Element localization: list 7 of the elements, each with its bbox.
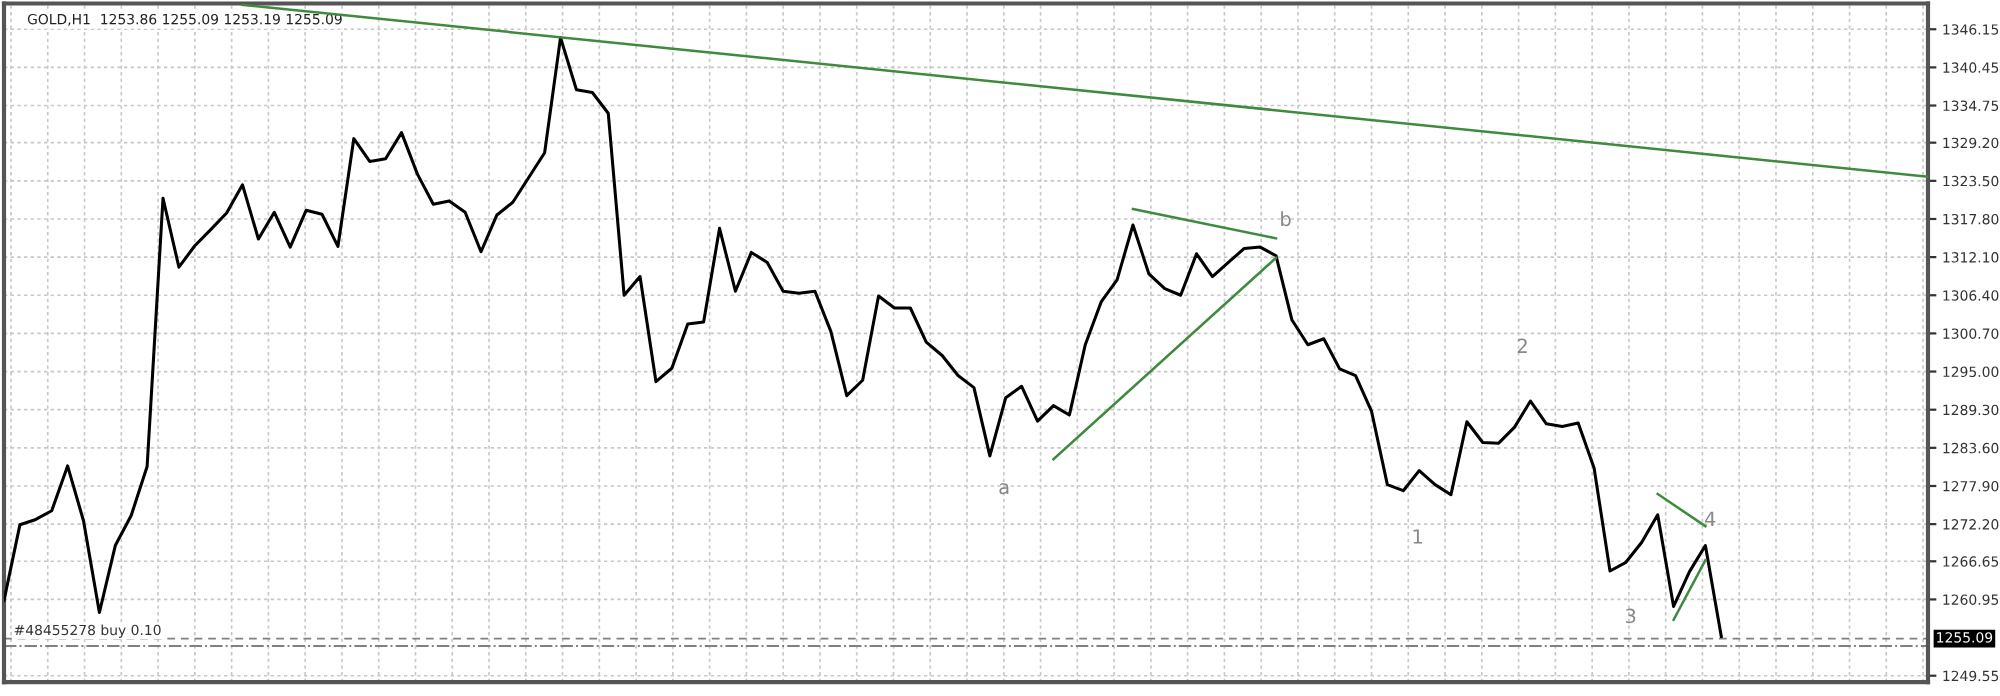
annotation: 4 [1704, 511, 1716, 526]
annotation: 2 [1517, 338, 1527, 353]
annotation: a [999, 483, 1009, 495]
annotation: b [1281, 211, 1291, 227]
annotation: 1 [1413, 529, 1422, 544]
line-series [4, 36, 1723, 639]
annotation: 3 [1625, 608, 1636, 624]
